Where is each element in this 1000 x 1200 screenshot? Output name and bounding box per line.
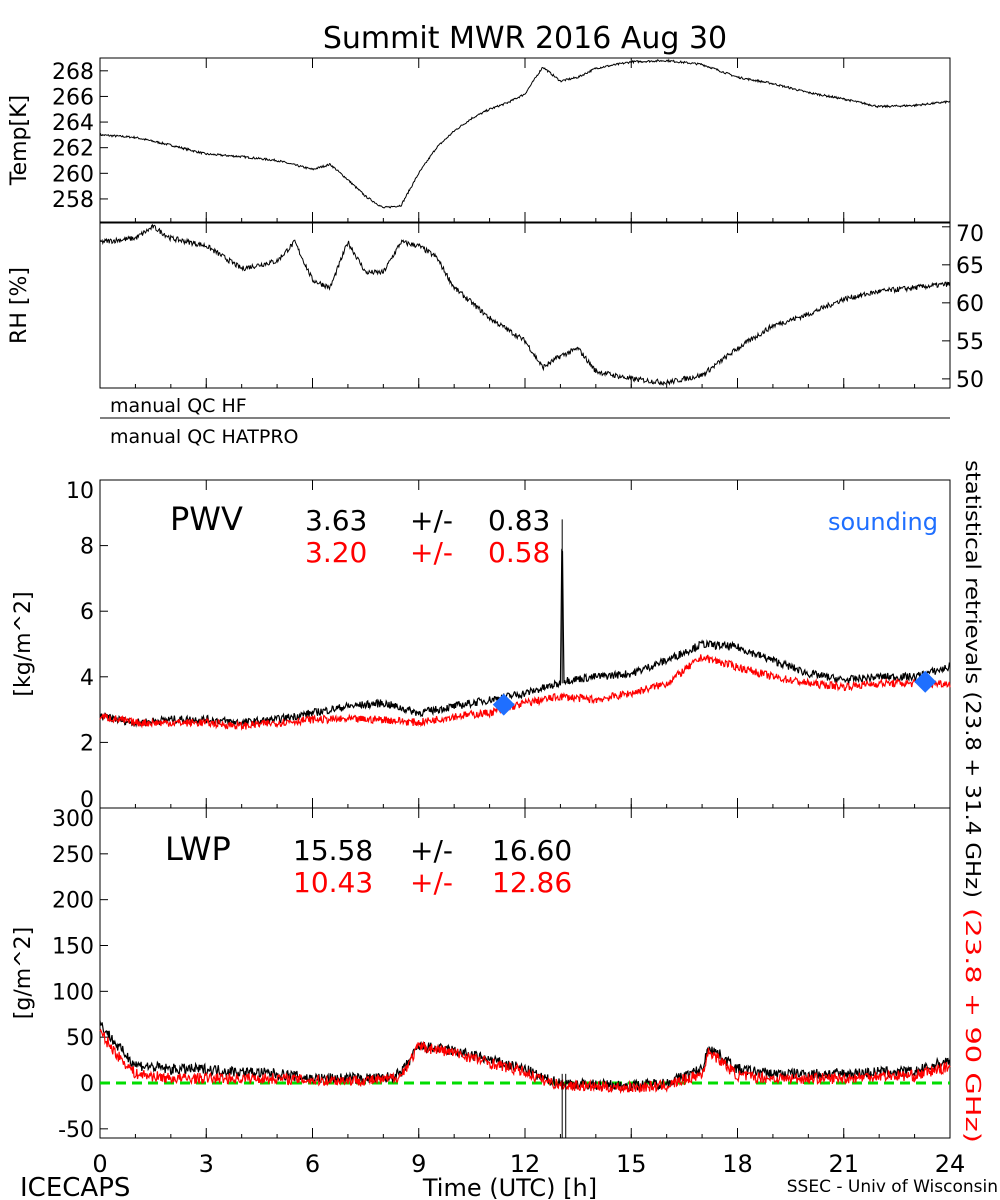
pwv-stat-red-pm: +/-: [410, 536, 453, 569]
lwp-stat-black-sd: 16.60: [492, 834, 572, 867]
y-axis-label: [kg/m^2]: [11, 591, 36, 696]
y-tick-label: 266: [52, 85, 94, 110]
y-tick-label: 8: [80, 535, 94, 560]
x-tick-label: 24: [935, 1150, 966, 1178]
y-tick-label: 50: [956, 368, 984, 393]
y-tick-label: 55: [956, 330, 984, 355]
y-tick-label: -50: [58, 1118, 94, 1143]
y-tick-label: 0: [80, 788, 94, 813]
y-tick-label: 2: [80, 731, 94, 756]
sounding-marker: [914, 670, 937, 693]
panel-frame: [99, 57, 951, 223]
pwv-label: PWV: [170, 500, 243, 538]
pwv-stat-black-pm: +/-: [410, 504, 453, 537]
lwp-stat-black-mean: 15.58: [293, 834, 373, 867]
qc-hf-label: manual QC HF: [110, 395, 247, 417]
x-axis-label: Time (UTC) [h]: [422, 1174, 597, 1200]
y-tick-label: 200: [52, 889, 94, 914]
y-tick-label: 100: [52, 980, 94, 1005]
series-line: [99, 1028, 951, 1095]
y-axis-label: RH [%]: [7, 267, 32, 344]
x-tick-label: 3: [199, 1150, 214, 1178]
chart-title: Summit MWR 2016 Aug 30: [323, 21, 727, 56]
lwp-right-label: (23.8 + 90 GHz): [961, 908, 985, 1143]
y-tick-label: 0: [80, 1072, 94, 1097]
lwp-label: LWP: [165, 830, 231, 868]
pwv-stat-red-sd: 0.58: [488, 536, 550, 569]
y-tick-label: 264: [52, 111, 94, 136]
y-tick-label: 65: [956, 254, 984, 279]
pwv-stat-red-mean: 3.20: [305, 536, 367, 569]
panel-frame: [99, 222, 951, 389]
x-tick-label: 0: [92, 1150, 107, 1178]
series-line: [99, 1020, 951, 1093]
pwv-stat-black-sd: 0.83: [488, 504, 550, 537]
pwv-stat-black-mean: 3.63: [305, 504, 367, 537]
series-line: [99, 58, 951, 209]
series-line: [99, 654, 951, 731]
lwp-stat-black-pm: +/-: [410, 834, 453, 867]
x-tick-label: 21: [828, 1150, 859, 1178]
footer-left: ICECAPS: [20, 1173, 130, 1200]
lwp-stat-red-mean: 10.43: [293, 866, 373, 899]
y-tick-label: 10: [66, 479, 94, 504]
pwv-right-label: statistical retrievals (23.8 + 31.4 GHz): [961, 460, 985, 898]
x-tick-label: 15: [616, 1150, 647, 1178]
y-tick-label: 60: [956, 292, 984, 317]
y-tick-label: 150: [52, 935, 94, 960]
lwp-stat-red-pm: +/-: [410, 866, 453, 899]
y-tick-label: 268: [52, 60, 94, 85]
x-tick-label: 12: [510, 1150, 541, 1178]
footer-right: SSEC - Univ of Wisconsin: [787, 1177, 998, 1197]
lwp-stat-red-sd: 12.86: [492, 866, 572, 899]
qc-hatpro-label: manual QC HATPRO: [110, 426, 299, 448]
x-tick-label: 18: [722, 1150, 753, 1178]
y-tick-label: 4: [80, 666, 94, 691]
y-tick-label: 262: [52, 137, 94, 162]
y-axis-label: [g/m^2]: [11, 927, 36, 1019]
x-tick-label: 6: [305, 1150, 320, 1178]
y-tick-label: 300: [52, 807, 94, 832]
y-tick-label: 260: [52, 162, 94, 187]
x-tick-label: 9: [411, 1150, 426, 1178]
y-tick-label: 6: [80, 600, 94, 625]
y-axis-label: Temp[K]: [7, 95, 32, 186]
series-line: [99, 223, 951, 386]
sounding-legend: sounding: [828, 508, 938, 536]
series-line: [99, 548, 951, 728]
sounding-marker: [492, 693, 515, 716]
y-tick-label: 50: [66, 1026, 94, 1051]
y-tick-label: 250: [52, 843, 94, 868]
y-tick-label: 258: [52, 188, 94, 213]
y-tick-label: 70: [956, 222, 984, 247]
